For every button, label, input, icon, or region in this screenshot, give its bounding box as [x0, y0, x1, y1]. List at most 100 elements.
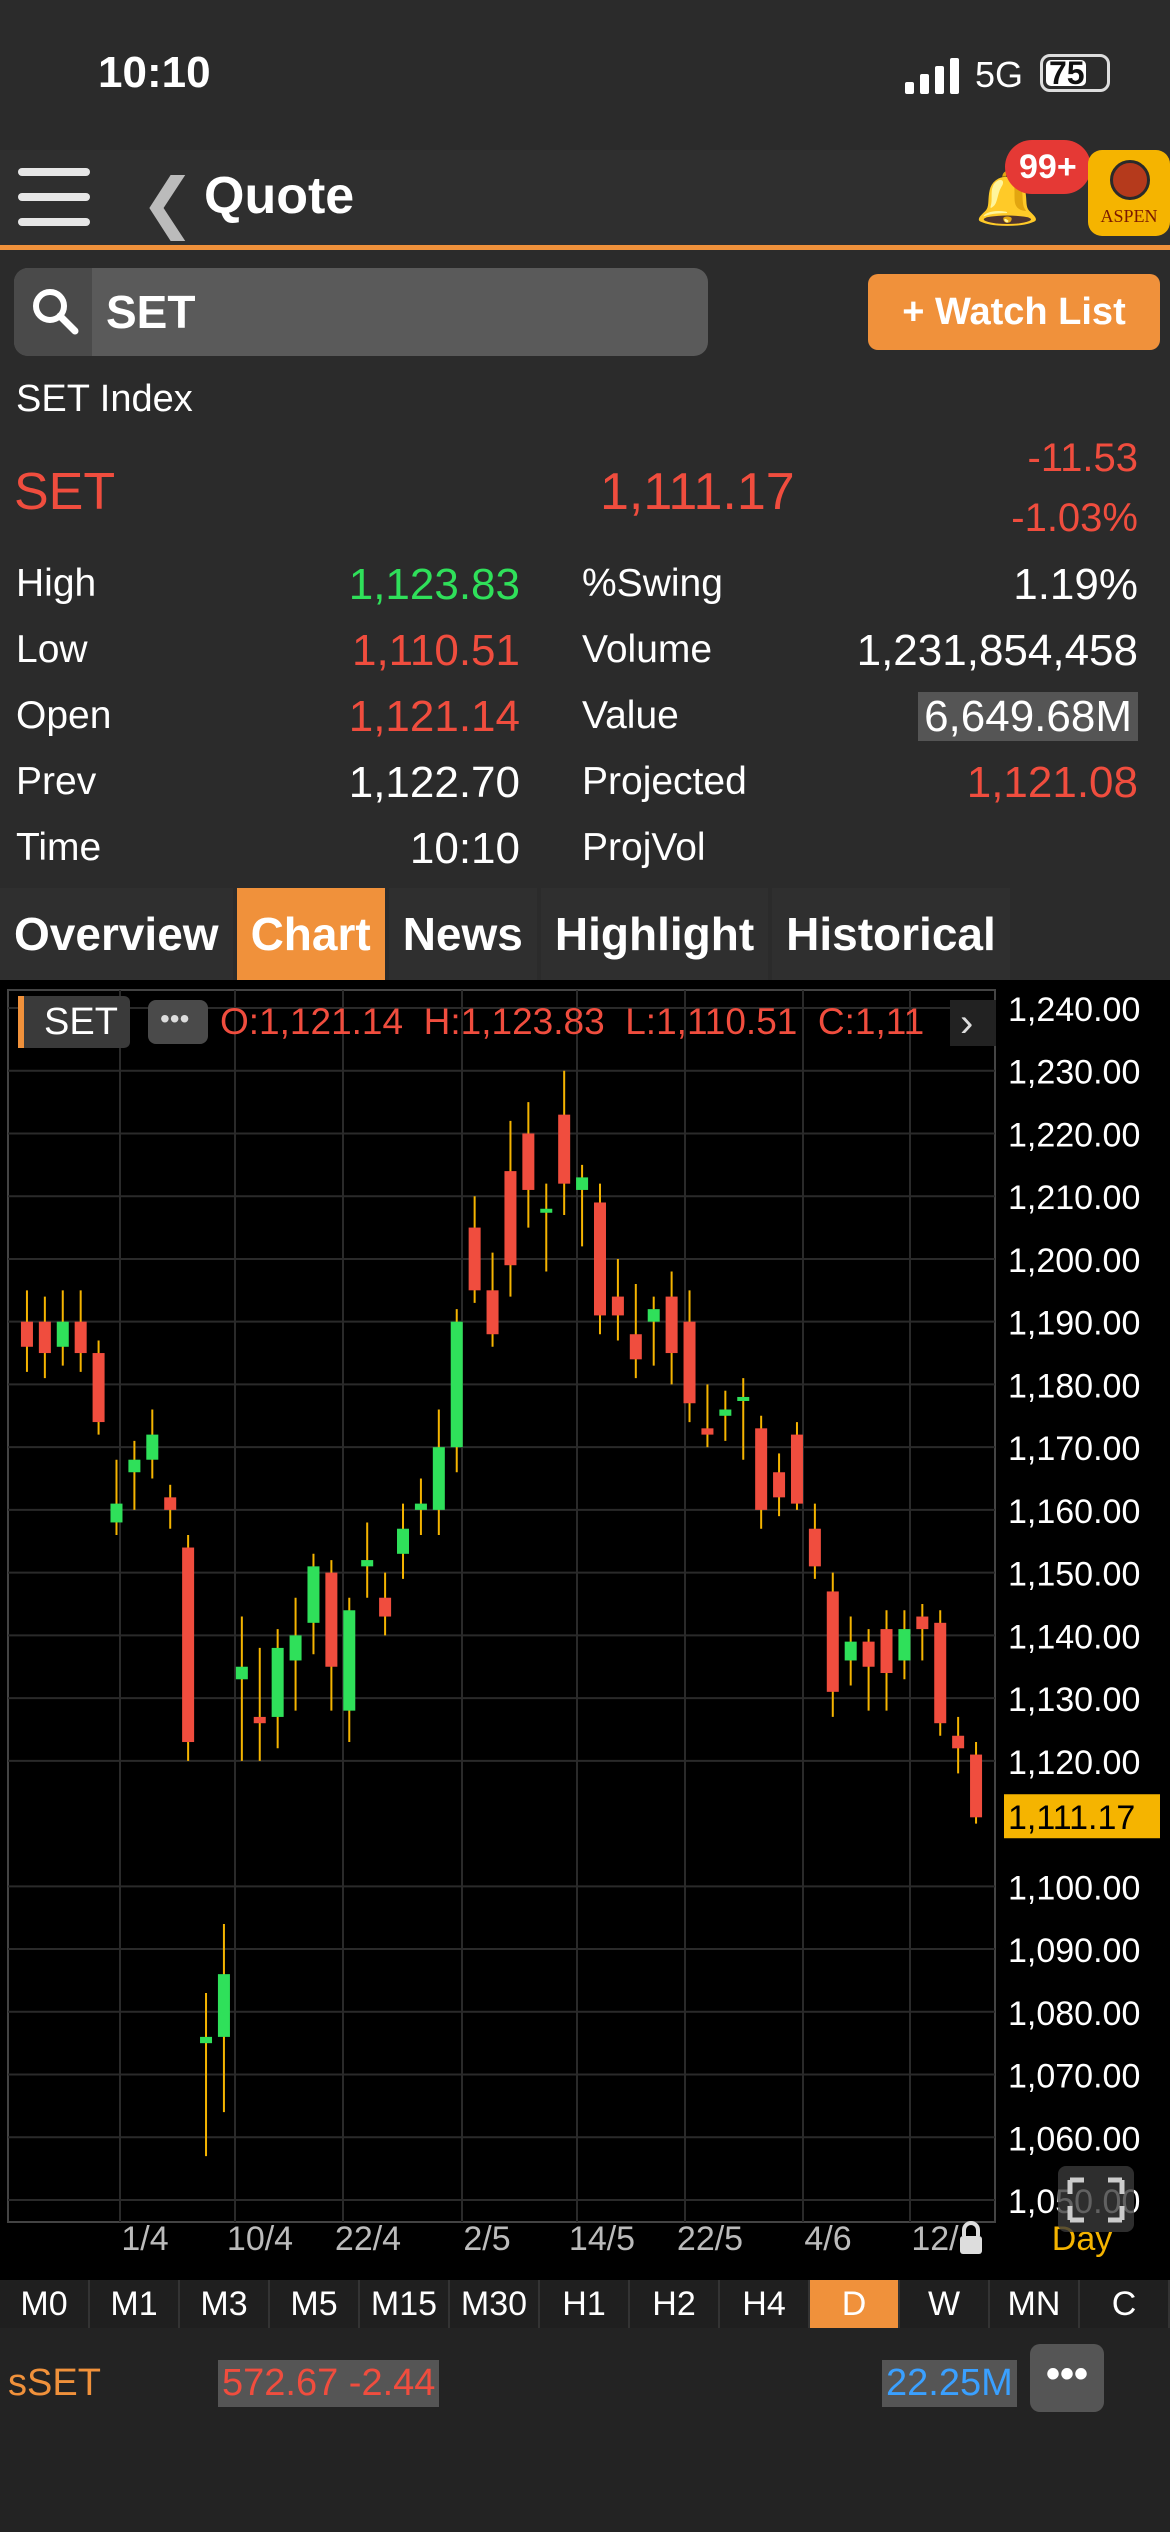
stat-label-low: Low — [16, 628, 88, 671]
notification-badge: 99+ — [1005, 140, 1091, 194]
candle-body — [74, 1321, 87, 1354]
candle-body — [719, 1409, 732, 1416]
timeframe-h2[interactable]: H2 — [630, 2280, 720, 2328]
y-tick-label: 1,180.00 — [1008, 1367, 1140, 1405]
stat-value-open: 1,121.14 — [348, 692, 520, 741]
stat-label-open: Open — [16, 694, 112, 737]
candle-body — [540, 1208, 553, 1213]
timeframe-m15[interactable]: M15 — [360, 2280, 450, 2328]
candle-body — [343, 1610, 356, 1711]
candle-body — [200, 2036, 213, 2044]
timeframe-m1[interactable]: M1 — [90, 2280, 180, 2328]
value-highlight: 6,649.68M — [918, 692, 1138, 741]
y-tick-label: 1,120.00 — [1008, 1744, 1140, 1782]
candle-body — [737, 1396, 750, 1401]
y-tick-label: 1,150.00 — [1008, 1556, 1140, 1594]
candle-body — [235, 1666, 248, 1680]
x-tick-label: 1/4 — [121, 2220, 168, 2258]
timeframe-m30[interactable]: M30 — [450, 2280, 540, 2328]
y-tick-label: 1,080.00 — [1008, 1995, 1140, 2033]
tab-news[interactable]: News — [388, 888, 537, 980]
chevron-right-icon[interactable]: › — [960, 1001, 973, 1045]
chart-options-button[interactable] — [148, 1000, 208, 1044]
y-tick-label: 1,200.00 — [1008, 1242, 1140, 1280]
candle-body — [92, 1353, 105, 1423]
search-input[interactable] — [106, 285, 666, 339]
candle-body — [468, 1227, 481, 1291]
tab-overview[interactable]: Overview — [0, 888, 233, 980]
y-tick-label: 1,210.00 — [1008, 1179, 1140, 1217]
more-dots-icon: ••• — [160, 1003, 189, 1034]
add-watchlist-button[interactable]: + Watch List — [868, 274, 1160, 350]
candle-body — [164, 1497, 177, 1510]
symbol: SET — [14, 463, 116, 521]
y-tick-label: 1,160.00 — [1008, 1493, 1140, 1531]
expand-icon[interactable] — [1058, 2166, 1134, 2232]
timeframe-h1[interactable]: H1 — [540, 2280, 630, 2328]
candle-body — [325, 1572, 338, 1667]
timeframe-m5[interactable]: M5 — [270, 2280, 360, 2328]
candle-body — [110, 1503, 123, 1523]
stat-value-high: 1,123.83 — [348, 560, 520, 609]
current-price-tag — [1004, 1794, 1160, 1839]
price-change: -11.53 — [1027, 436, 1138, 480]
search-icon[interactable] — [30, 286, 80, 336]
battery-level: 75 — [1049, 55, 1085, 91]
x-tick-label: 12/ — [911, 2220, 959, 2258]
menu-icon[interactable] — [18, 168, 90, 228]
battery-icon: 75 — [1040, 54, 1110, 92]
network-label: 5G — [975, 54, 1024, 95]
x-tick-label: 22/5 — [677, 2220, 743, 2258]
y-tick-label: 1,170.00 — [1008, 1430, 1140, 1468]
timeframe-m0[interactable]: M0 — [0, 2280, 90, 2328]
candle-body — [683, 1321, 696, 1404]
lock-icon — [960, 2221, 982, 2254]
candlestick-chart[interactable]: 1,240.00 1,230.00 1,220.00 1,210.00 1,200.00… — [0, 980, 1170, 2280]
timeframe-c[interactable]: C — [1080, 2280, 1170, 2328]
candle-body — [629, 1334, 642, 1360]
y-tick-label: 1,140.00 — [1008, 1618, 1140, 1656]
current-price-label: 1,111.17 — [1008, 1799, 1135, 1837]
candle-body — [701, 1428, 714, 1435]
back-chevron-icon[interactable]: ❮ — [140, 165, 196, 239]
x-tick-label: 22/4 — [335, 2220, 401, 2258]
candle-body — [593, 1202, 606, 1316]
candle-body — [450, 1321, 463, 1448]
candle-body — [898, 1629, 911, 1661]
tab-highlight[interactable]: Highlight — [540, 888, 769, 980]
candle-body — [558, 1114, 571, 1184]
signal-icon — [905, 58, 959, 94]
candle-body — [486, 1290, 499, 1335]
timeframe-mn[interactable]: MN — [990, 2280, 1080, 2328]
y-tick-label: 1,060.00 — [1008, 2120, 1140, 2158]
candle-body — [952, 1735, 965, 1749]
x-tick-label: 4/6 — [804, 2220, 851, 2258]
timeframe-h4[interactable]: H4 — [720, 2280, 810, 2328]
stat-label-volume: Volume — [582, 628, 713, 671]
candle-body — [56, 1321, 69, 1347]
timeframe-m3[interactable]: M3 — [180, 2280, 270, 2328]
timeframe-d[interactable]: D — [810, 2280, 900, 2328]
tab-historical[interactable]: Historical — [772, 888, 1010, 980]
stat-value-value: 6,649.68M — [918, 692, 1138, 742]
candle-body — [880, 1629, 893, 1674]
more-button[interactable]: ••• — [1030, 2344, 1104, 2412]
candle-body — [862, 1641, 875, 1667]
aspen-logo[interactable]: ASPEN — [1088, 150, 1170, 236]
candle-body — [755, 1428, 768, 1510]
tab-chart[interactable]: Chart — [236, 888, 385, 980]
stat-label-value: Value — [582, 694, 679, 737]
candle-body — [611, 1296, 624, 1316]
sset-symbol[interactable]: sSET — [8, 2362, 101, 2404]
footer-panel — [0, 2328, 1170, 2532]
stat-value-volume: 1,231,854,458 — [856, 626, 1138, 675]
sset-price: 572.67 -2.44 — [218, 2360, 440, 2407]
y-tick-label: 1,240.00 — [1008, 991, 1140, 1029]
candle-body — [934, 1622, 947, 1724]
y-tick-label: 1,220.00 — [1008, 1116, 1140, 1154]
timeframe-w[interactable]: W — [900, 2280, 990, 2328]
timeframe-bar: M0 M1 M3 M5 M15 M30 H1 H2 H4 D W MN C — [0, 2280, 1170, 2328]
candle-body — [361, 1560, 374, 1567]
chart-symbol-chip[interactable] — [18, 996, 130, 1048]
last-price: 1,111.17 — [600, 463, 795, 521]
